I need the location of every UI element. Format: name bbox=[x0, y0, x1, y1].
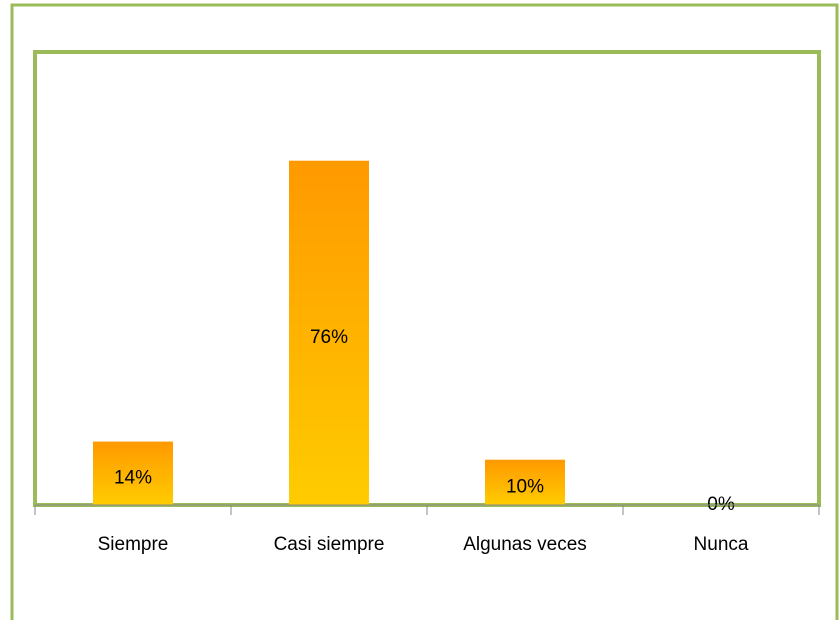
x-tick-label: Casi siempre bbox=[274, 534, 385, 555]
data-label: 76% bbox=[310, 327, 348, 348]
data-label: 14% bbox=[114, 467, 152, 488]
bar bbox=[485, 459, 565, 505]
bar bbox=[289, 160, 369, 505]
plot-area bbox=[33, 50, 821, 507]
data-label: 10% bbox=[506, 476, 544, 497]
outer-frame bbox=[10, 3, 839, 620]
x-tick-label: Nunca bbox=[694, 534, 749, 555]
bar bbox=[93, 441, 173, 505]
x-tick-label: Siempre bbox=[98, 534, 169, 555]
x-tick-label: Algunas veces bbox=[463, 534, 587, 555]
